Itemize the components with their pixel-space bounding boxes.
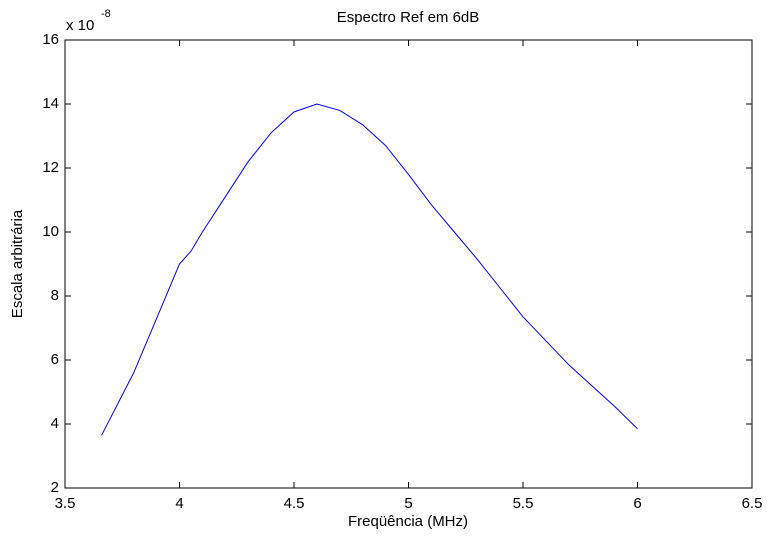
y-multiplier: x 10 [66, 17, 94, 34]
plot-frame [64, 39, 753, 489]
x-axis-label: Freqüência (MHz) [348, 513, 468, 530]
y-tick-label: 10 [42, 223, 59, 240]
x-tick-label: 5 [404, 495, 412, 512]
x-tick-label: 4.5 [284, 495, 305, 512]
y-tick-label: 16 [42, 31, 59, 48]
chart-title: Espectro Ref em 6dB [337, 9, 480, 26]
y-tick-label: 8 [51, 287, 59, 304]
x-tick-label: 3.5 [55, 495, 76, 512]
data-line [101, 103, 638, 436]
x-tick-label: 6.5 [742, 495, 763, 512]
y-multiplier-exponent: -8 [101, 8, 111, 20]
y-tick-label: 12 [42, 159, 59, 176]
y-tick-label: 6 [51, 351, 59, 368]
x-tick-label: 6 [633, 495, 641, 512]
x-tick-label: 4 [175, 495, 183, 512]
x-tick-label: 5.5 [513, 495, 534, 512]
y-tick-label: 4 [51, 415, 59, 432]
y-axis-label: Escala arbitrária [9, 209, 26, 318]
y-tick-label: 2 [51, 479, 59, 496]
y-tick-label: 14 [42, 95, 59, 112]
